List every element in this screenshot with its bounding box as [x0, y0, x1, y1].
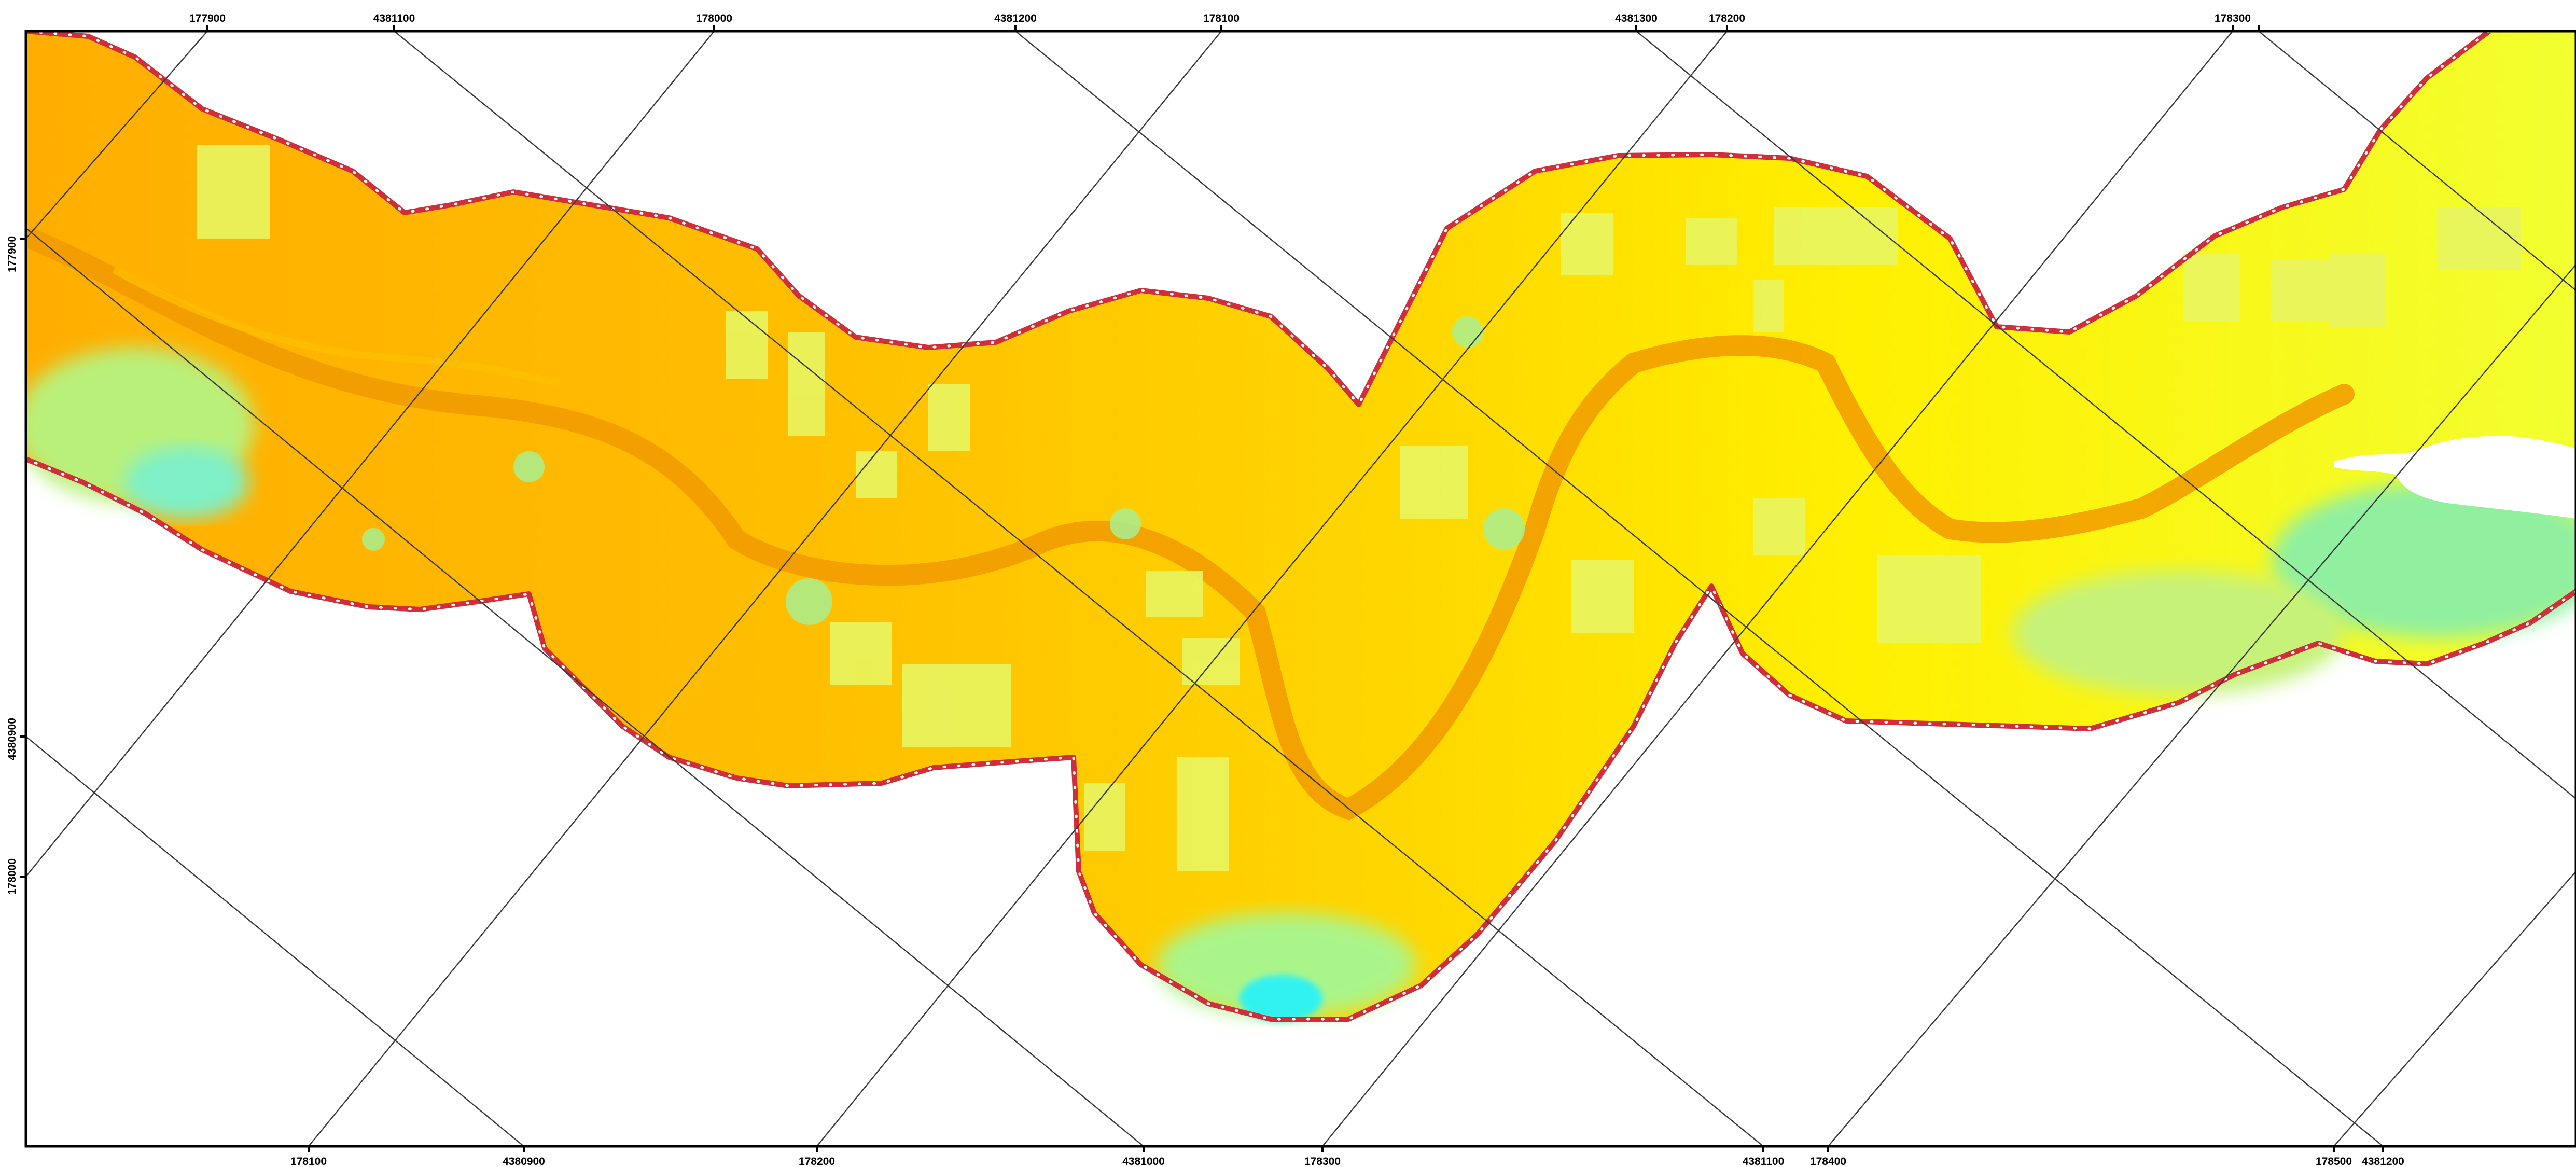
left-label-4380900: 4380900: [6, 718, 18, 760]
study-area-boundary-vertices: [26, 31, 2576, 1021]
grid-line-177900: [26, 31, 208, 239]
grid-line-178500: [2333, 871, 2576, 1146]
left-ticks: [20, 238, 26, 878]
grid-line-4381200: [1015, 31, 2384, 1146]
bottom-axis-labels: 178100 4380900 178200 4381000 178300 438…: [290, 1156, 2404, 1167]
top-label-177900: 177900: [189, 12, 226, 24]
bottom-label-178500: 178500: [2316, 1156, 2352, 1167]
top-label-4381100: 4381100: [373, 12, 415, 24]
grid-line-178200: [816, 31, 1728, 1146]
left-axis-labels: 177900 4380900 178000: [6, 236, 18, 895]
creek-channel: [26, 228, 2355, 821]
grid-line-178300: [1322, 31, 2233, 1146]
grid-line-4381100: [394, 31, 1764, 1146]
low-area-bottom-lobe: [1157, 913, 1416, 1017]
bottom-label-4381100: 4381100: [1743, 1156, 1785, 1167]
map-neatline: [24, 30, 2576, 1148]
top-label-178200: 178200: [1709, 12, 1745, 24]
nodata-area: [2334, 436, 2576, 519]
grid-line-4381400: [2258, 31, 2576, 291]
top-label-4381200: 4381200: [994, 12, 1037, 24]
grid-line-4380900: [26, 736, 524, 1146]
top-label-178100: 178100: [1203, 12, 1240, 24]
low-area-right-2: [2012, 571, 2344, 695]
graticule-lines: [26, 31, 2576, 1146]
top-label-178300: 178300: [2215, 12, 2251, 24]
building-footprints: [197, 145, 2521, 871]
grid-line-4381300: [1636, 31, 2576, 799]
low-area-left-cyan: [124, 446, 249, 519]
bottom-label-178100: 178100: [290, 1156, 327, 1167]
top-ticks: [206, 25, 2260, 31]
grid-line-4381000: [26, 228, 1144, 1146]
grid-line-178400: [1828, 264, 2576, 1146]
left-label-177900: 177900: [6, 236, 18, 272]
grid-line-178100: [308, 31, 1222, 1146]
bottom-label-178300: 178300: [1304, 1156, 1341, 1167]
elevation-raster: [26, 31, 2576, 1022]
creek-banks: [112, 266, 561, 387]
bottom-label-178400: 178400: [1810, 1156, 1846, 1167]
top-label-4381300: 4381300: [1615, 12, 1658, 24]
bottom-label-4381000: 4381000: [1122, 1156, 1165, 1167]
low-area-bottom-cyan: [1240, 975, 1322, 1022]
bottom-ticks: [308, 1146, 2384, 1152]
low-area-right: [2272, 482, 2576, 638]
bottom-label-178200: 178200: [799, 1156, 835, 1167]
bottom-label-4381200: 4381200: [2362, 1156, 2404, 1167]
bottom-label-4380900: 4380900: [503, 1156, 545, 1167]
top-label-178000: 178000: [696, 12, 732, 24]
top-axis-labels: 177900 4381100 178000 4381200 178100 438…: [189, 12, 2251, 24]
corridor-fill: [26, 31, 2576, 1019]
left-label-178000: 178000: [6, 858, 18, 895]
grid-line-178000: [26, 31, 715, 877]
